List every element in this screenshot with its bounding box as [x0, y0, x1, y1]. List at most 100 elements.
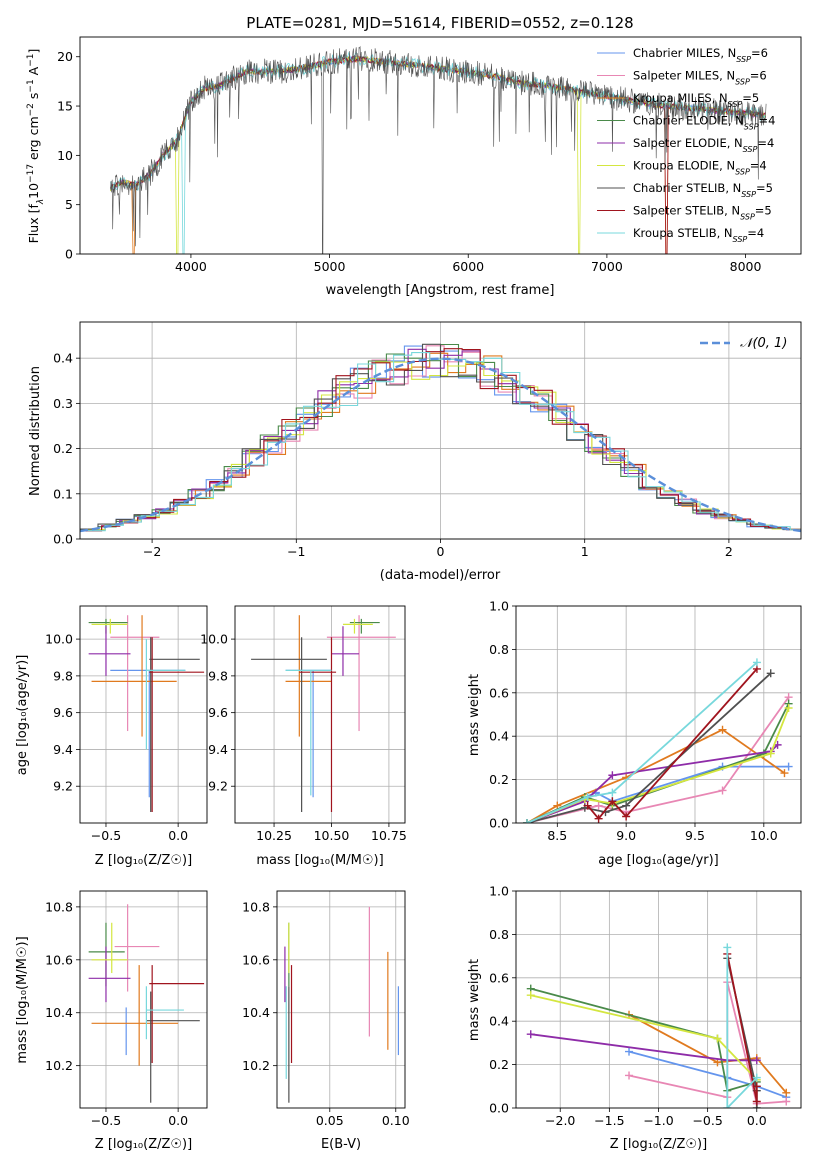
mass-weight-vs-Z-point-kroupa-stelib: [752, 1073, 761, 1082]
age-vs-mass-xtick-label: 10.50: [314, 828, 350, 843]
residuals-ytick-label: 0.4: [53, 351, 73, 366]
spectrum-legend-text: Chabrier ELODIE, N: [633, 114, 744, 128]
residuals-ylabel: Normed distribution: [28, 366, 43, 496]
spectrum-ytick-label: 0: [65, 247, 73, 262]
mass-vs-Z-ytick-label: 10.2: [45, 1058, 73, 1073]
mass-weight-vs-age-xtick-label: 10.0: [750, 828, 778, 843]
mass-weight-vs-age-ytick-label: 0.6: [489, 685, 509, 700]
mass-vs-Z-xtick-label: −0.5: [91, 1113, 121, 1128]
residuals-xtick-label: −2: [143, 544, 161, 559]
mass-vs-Z-xtick-label: 0.0: [168, 1113, 188, 1128]
mass-weight-vs-age-point-kroupa-stelib: [752, 658, 761, 667]
spectrum-ytick-label: 10: [57, 148, 73, 163]
age-vs-Z-plot: [88, 615, 205, 812]
mass-weight-vs-Z-point-kroupa-elodie: [526, 991, 535, 1000]
mass-weight-vs-Z-xtick-label: 0.0: [747, 1113, 767, 1128]
mass-weight-vs-age-xtick-label: 9.5: [685, 828, 705, 843]
age-vs-Z-xtick-label: −0.5: [91, 828, 121, 843]
age-vs-mass-plot: [251, 615, 396, 812]
residuals-xlabel: (data-model)/error: [380, 568, 501, 583]
spectrum-legend-text: Chabrier STELIB, N: [633, 181, 741, 195]
spectrum-ylabel-part: −2: [26, 103, 36, 116]
spectrum-legend-tail: =4: [757, 136, 774, 150]
spectrum-legend-tail: =5: [742, 91, 759, 105]
spectrum-legend-label: Kroupa ELODIE, NSSP=4: [633, 159, 767, 177]
mass-weight-vs-Z-ytick-label: 0.6: [489, 970, 509, 985]
mass-weight-vs-age-point-salpeter-miles: [718, 786, 727, 795]
mass-weight-vs-Z-point-salpeter-elodie: [526, 1030, 535, 1039]
age-vs-Z-frame: [79, 605, 208, 824]
spectrum-xtick-label: 6000: [452, 259, 484, 274]
mass-weight-vs-age-point-kroupa-miles: [780, 769, 789, 778]
mass-weight-vs-Z-ytick-label: 1.0: [489, 884, 509, 899]
residuals-histogram-chabrier-stelib: [80, 343, 801, 531]
spectrum-legend-text: Kroupa MILES, N: [633, 91, 728, 105]
mass-vs-ebv-xlabel: E(B-V): [321, 1137, 361, 1152]
spectrum-legend-text: Kroupa ELODIE, N: [633, 159, 735, 173]
spectrum-ylabel-part: s: [26, 93, 41, 104]
mass-vs-ebv-ytick-label: 10.6: [242, 952, 270, 967]
spectrum-legend-text: Salpeter MILES, N: [633, 69, 735, 83]
mass-weight-vs-age-point-kroupa-stelib: [583, 792, 592, 801]
mass-weight-vs-Z-point-kroupa-stelib: [723, 1104, 732, 1108]
mass-weight-vs-age-point-salpeter-stelib: [583, 801, 592, 810]
spectrum-legend-tail: =6: [750, 69, 767, 83]
spectrum-ylabel-part: ]: [26, 49, 41, 54]
age-vs-Z-ytick-label: 9.4: [53, 742, 73, 757]
mass-weight-vs-age-point-kroupa-elodie: [766, 749, 775, 758]
mass-vs-ebv-xtick-label: 0.05: [316, 1113, 344, 1128]
spectrum-legend-tail: =6: [751, 46, 768, 60]
residuals-axes: −2 −1 0 1 2 0.0 0.1 0.2 0.3 0.4: [53, 321, 802, 559]
mass-weight-vs-age-ylabel: mass weight: [467, 674, 482, 756]
mass-weight-vs-age-point-kroupa-stelib: [523, 819, 532, 823]
spectrum-ylabel-part: λ: [36, 199, 46, 205]
mass-vs-ebv-frame: [276, 890, 406, 1109]
spectrum-xtick-label: 7000: [591, 259, 623, 274]
age-vs-Z-axes: −0.5 0.0 9.2 9.4 9.6 9.8 10.0: [45, 605, 208, 843]
mass-weight-vs-age-xtick-label: 9.0: [616, 828, 636, 843]
mass-weight-vs-age-ytick-label: 0.8: [489, 642, 509, 657]
mass-weight-vs-age-xtick-label: 8.5: [547, 828, 567, 843]
mass-weight-vs-Z-xtick-label: −2.0: [545, 1113, 575, 1128]
mass-vs-ebv-ytick-label: 10.8: [242, 899, 270, 914]
spectrum-legend-sub: SSP: [743, 145, 758, 154]
spectrum-ytick-label: 5: [65, 197, 73, 212]
mass-weight-vs-age-ytick-label: 0.0: [489, 816, 509, 831]
spectrum-legend-label: Kroupa MILES, NSSP=5: [633, 91, 759, 109]
mass-weight-vs-age-xlabel: age [log₁₀(age/yr)]: [598, 853, 719, 868]
mass-weight-vs-age-point-kroupa-stelib: [608, 788, 617, 797]
residuals-ytick-label: 0.3: [53, 396, 73, 411]
spectrum-ylabel-part: 10: [26, 183, 41, 199]
residuals-ytick-label: 0.1: [53, 486, 73, 501]
mass-vs-ebv-axes: 0.05 0.10 10.2 10.4 10.6 10.8: [242, 890, 410, 1128]
residuals-ytick-label: 0.0: [53, 532, 73, 547]
mass-weight-vs-Z-xtick-label: −1.0: [643, 1113, 673, 1128]
spectrum-legend-sub: SSP: [741, 190, 756, 199]
mass-weight-vs-Z-ytick-label: 0.2: [489, 1057, 509, 1072]
residuals-xtick-label: 1: [581, 544, 589, 559]
age-vs-mass-ytick-label: 9.2: [208, 779, 228, 794]
mass-weight-vs-age-ytick-label: 1.0: [489, 599, 509, 614]
mass-weight-vs-Z-axes: −2.0 −1.5 −1.0 −0.5 0.0 0.0 0.2 0.4 0.6 0.8 1.0: [489, 884, 802, 1128]
mass-weight-vs-Z-line-kroupa-stelib: [726, 947, 758, 1108]
spectrum-legend-label: Chabrier ELODIE, NSSP=4: [633, 114, 775, 132]
age-vs-Z-ytick-label: 10.0: [45, 632, 73, 647]
age-vs-Z-ytick-label: 9.6: [53, 705, 73, 720]
mass-weight-vs-Z-point-salpeter-stelib: [752, 1082, 761, 1091]
mass-vs-Z-frame: [79, 890, 208, 1109]
spectrum-legend-label: Salpeter STELIB, NSSP=5: [633, 204, 772, 222]
residuals-xtick-label: 2: [725, 544, 733, 559]
mass-weight-vs-age-point-salpeter-stelib: [608, 797, 617, 806]
age-vs-mass-ytick-label: 9.8: [208, 668, 228, 683]
mass-weight-vs-Z-ytick-label: 0.8: [489, 927, 509, 942]
mass-weight-vs-age-point-chabrier-stelib: [766, 669, 775, 678]
mass-vs-Z-axes: −0.5 0.0 10.2 10.4 10.6 10.8: [45, 890, 208, 1128]
mass-weight-vs-age-ytick-label: 0.2: [489, 772, 509, 787]
mass-weight-vs-Z-xtick-label: −0.5: [692, 1113, 722, 1128]
spectrum-legend-sub: SSP: [736, 55, 751, 64]
spectrum-ytick-label: 15: [57, 99, 73, 114]
mass-vs-Z-ytick-label: 10.8: [45, 899, 73, 914]
mass-weight-vs-Z-point-chabrier-miles: [625, 1047, 634, 1056]
spectrum-ytick-label: 20: [57, 49, 73, 64]
age-vs-Z-ytick-label: 9.8: [53, 668, 73, 683]
